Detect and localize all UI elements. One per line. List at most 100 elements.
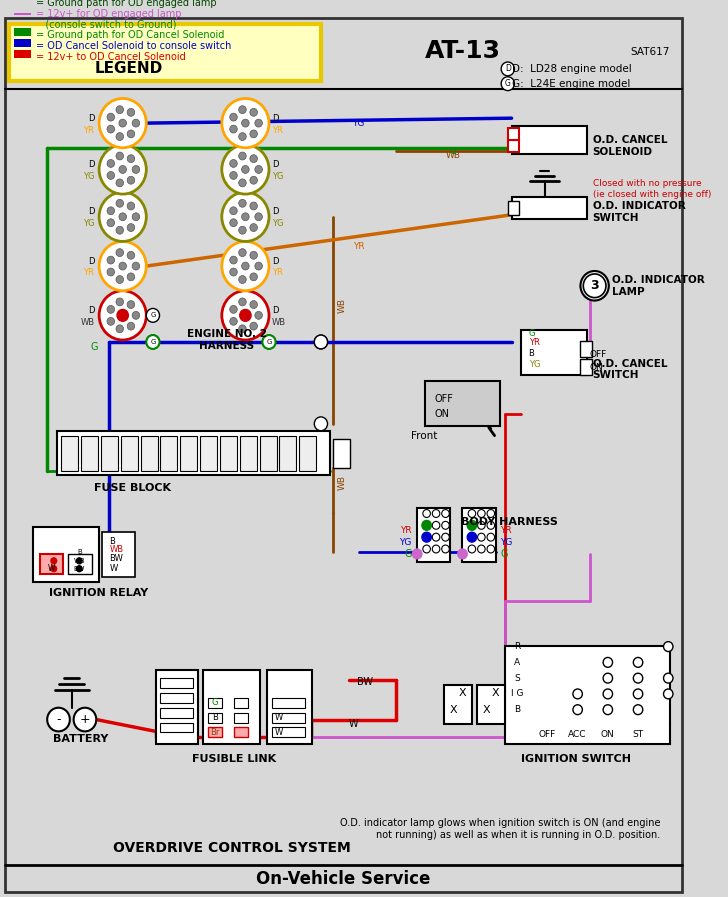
Circle shape bbox=[467, 532, 477, 542]
Text: ACC: ACC bbox=[569, 730, 587, 739]
Text: (console switch to Ground): (console switch to Ground) bbox=[36, 20, 176, 30]
Circle shape bbox=[230, 219, 237, 227]
Text: D: D bbox=[88, 114, 95, 123]
Circle shape bbox=[76, 558, 82, 564]
Circle shape bbox=[127, 130, 135, 138]
Text: YR: YR bbox=[84, 268, 95, 277]
Bar bbox=[417, 508, 450, 562]
Circle shape bbox=[230, 268, 237, 276]
Bar bbox=[207, 727, 222, 737]
Bar bbox=[57, 431, 331, 475]
Circle shape bbox=[242, 262, 249, 270]
Circle shape bbox=[107, 268, 114, 276]
Text: G: G bbox=[318, 339, 324, 345]
Text: YG: YG bbox=[83, 172, 95, 181]
Bar bbox=[61, 436, 79, 471]
Text: G: G bbox=[450, 147, 456, 156]
Text: WB: WB bbox=[80, 318, 95, 327]
Circle shape bbox=[76, 566, 82, 571]
Circle shape bbox=[127, 202, 135, 210]
Circle shape bbox=[239, 179, 246, 187]
Bar bbox=[477, 685, 505, 725]
Text: G: G bbox=[90, 342, 98, 352]
Text: B: B bbox=[514, 705, 521, 714]
Bar bbox=[521, 330, 587, 375]
Circle shape bbox=[250, 177, 258, 184]
Circle shape bbox=[230, 126, 237, 133]
Bar bbox=[160, 692, 194, 702]
Text: I G: I G bbox=[511, 690, 523, 699]
Circle shape bbox=[432, 545, 440, 553]
Circle shape bbox=[242, 166, 249, 173]
Circle shape bbox=[255, 262, 262, 270]
Circle shape bbox=[222, 241, 269, 291]
Bar bbox=[580, 359, 592, 375]
Text: -: - bbox=[56, 713, 60, 726]
Bar bbox=[234, 712, 248, 722]
Circle shape bbox=[501, 62, 515, 75]
Circle shape bbox=[423, 521, 430, 529]
Bar bbox=[234, 698, 248, 708]
Circle shape bbox=[487, 521, 494, 529]
Circle shape bbox=[478, 545, 485, 553]
Text: G: G bbox=[266, 339, 272, 345]
Circle shape bbox=[222, 291, 269, 340]
Bar bbox=[14, 50, 31, 58]
Circle shape bbox=[250, 202, 258, 210]
Bar bbox=[272, 727, 305, 737]
Circle shape bbox=[116, 226, 124, 234]
Circle shape bbox=[107, 171, 114, 179]
Text: G: G bbox=[318, 337, 324, 346]
Text: YR: YR bbox=[500, 526, 512, 535]
Circle shape bbox=[468, 545, 475, 553]
Circle shape bbox=[116, 298, 124, 306]
Circle shape bbox=[478, 533, 485, 541]
Circle shape bbox=[242, 311, 249, 319]
Bar bbox=[505, 646, 670, 745]
Circle shape bbox=[230, 318, 237, 326]
Circle shape bbox=[413, 549, 422, 559]
Text: ENGINE NO. 2
HARNESS: ENGINE NO. 2 HARNESS bbox=[186, 329, 266, 351]
Bar bbox=[272, 698, 305, 708]
Circle shape bbox=[239, 298, 246, 306]
Text: D: D bbox=[272, 257, 278, 266]
Circle shape bbox=[633, 689, 643, 699]
Circle shape bbox=[239, 152, 246, 160]
Circle shape bbox=[633, 674, 643, 684]
Circle shape bbox=[116, 179, 124, 187]
Bar bbox=[267, 670, 312, 745]
Circle shape bbox=[250, 251, 258, 259]
Circle shape bbox=[99, 291, 146, 340]
Text: BW: BW bbox=[74, 566, 85, 571]
Circle shape bbox=[230, 305, 237, 313]
Circle shape bbox=[107, 113, 114, 121]
Bar bbox=[580, 341, 592, 357]
Text: D: D bbox=[272, 306, 278, 315]
Text: YR: YR bbox=[529, 338, 539, 347]
Circle shape bbox=[116, 248, 124, 257]
Text: W: W bbox=[48, 564, 55, 573]
Circle shape bbox=[146, 309, 159, 322]
Circle shape bbox=[230, 160, 237, 168]
Bar bbox=[39, 554, 63, 574]
Bar bbox=[220, 436, 237, 471]
Circle shape bbox=[487, 533, 494, 541]
Bar bbox=[299, 436, 316, 471]
Circle shape bbox=[107, 219, 114, 227]
Circle shape bbox=[146, 335, 159, 349]
Bar bbox=[68, 554, 92, 574]
Bar bbox=[14, 7, 31, 14]
Text: = OD Cancel Solenoid to console switch: = OD Cancel Solenoid to console switch bbox=[36, 41, 232, 51]
Text: = Ground path for OD Cancel Solenoid: = Ground path for OD Cancel Solenoid bbox=[36, 30, 224, 40]
Circle shape bbox=[262, 335, 276, 349]
Text: WB: WB bbox=[74, 558, 85, 564]
Text: YG: YG bbox=[83, 219, 95, 228]
Circle shape bbox=[222, 99, 269, 148]
Text: BODY HARNESS: BODY HARNESS bbox=[462, 518, 558, 527]
Text: BATTERY: BATTERY bbox=[52, 735, 108, 745]
Circle shape bbox=[423, 545, 430, 553]
Circle shape bbox=[239, 199, 246, 207]
Circle shape bbox=[468, 509, 475, 518]
Bar bbox=[160, 722, 194, 732]
Bar bbox=[462, 508, 496, 562]
